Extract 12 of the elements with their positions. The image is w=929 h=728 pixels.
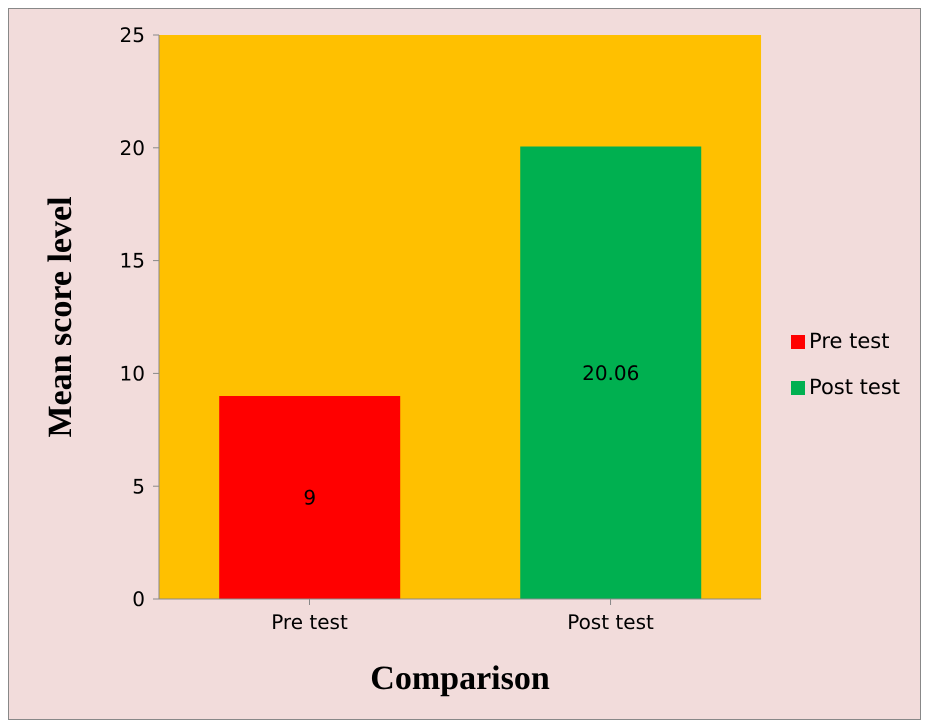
y-tick-label: 0 — [132, 587, 145, 612]
y-tick-label: 25 — [120, 23, 145, 48]
data-label: 9 — [303, 486, 316, 510]
legend-label: Post test — [809, 375, 900, 399]
y-tick-label: 10 — [120, 362, 145, 386]
data-label: 20.06 — [582, 360, 640, 385]
y-tick-label: 5 — [132, 474, 145, 498]
legend-label: Pre test — [809, 329, 890, 353]
y-tick-label: 15 — [120, 248, 145, 273]
x-axis-title: Comparison — [370, 660, 550, 697]
y-axis-title: Mean score level — [42, 196, 80, 438]
y-tick-label: 20 — [120, 136, 145, 160]
